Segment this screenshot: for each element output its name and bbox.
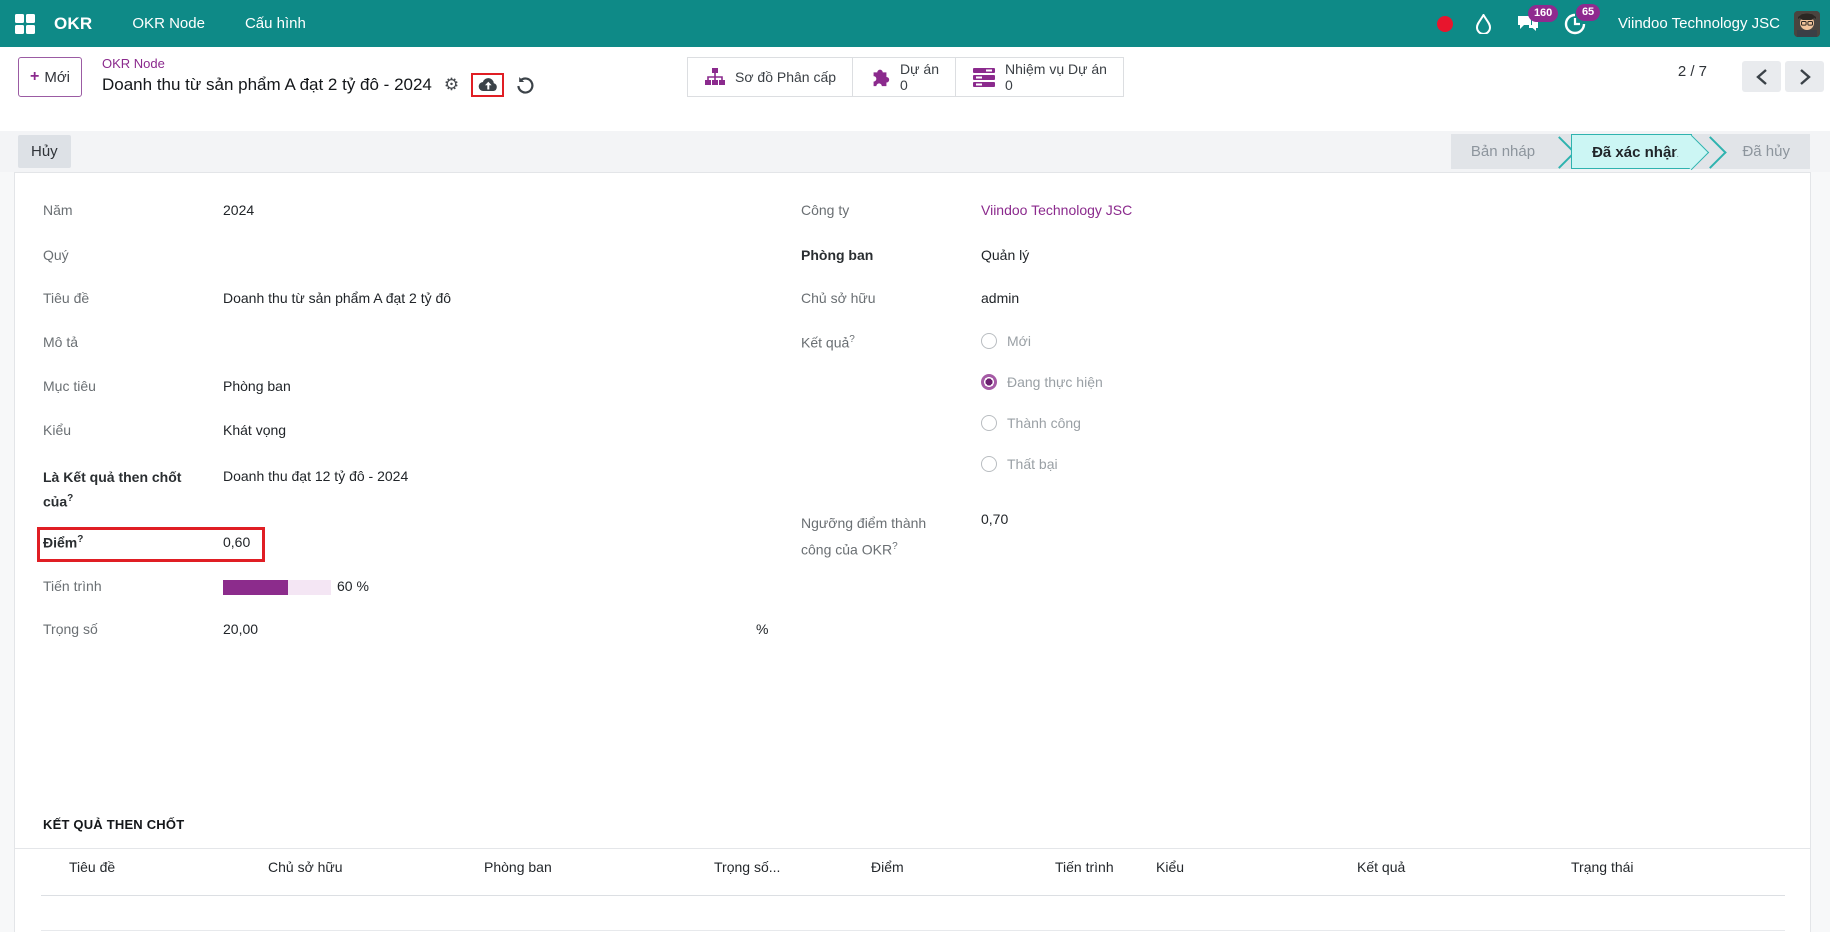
gear-icon[interactable]: ⚙ [443, 75, 460, 94]
projects-button[interactable]: Dự án 0 [853, 58, 956, 96]
stat-button-group: Sơ đồ Phân cấp Dự án 0 Nhiệm vụ Dự án 0 [687, 57, 1124, 97]
col-header-kind[interactable]: Kiểu [1156, 859, 1185, 875]
droplet-icon[interactable] [1475, 13, 1492, 34]
activities-clock-icon[interactable]: 65 [1564, 3, 1601, 35]
label-weight: Trọng số [43, 621, 98, 637]
stage-draft[interactable]: Bản nháp [1470, 143, 1536, 160]
discard-undo-icon[interactable] [516, 76, 534, 94]
pager-previous-button[interactable] [1742, 61, 1781, 92]
annotation-red-box-cloud [471, 73, 505, 97]
radio-icon[interactable] [981, 333, 997, 349]
cloud-upload-icon[interactable] [477, 77, 498, 93]
field-target[interactable]: Phòng ban [223, 378, 291, 394]
app-name[interactable]: OKR [54, 13, 93, 33]
table-row-divider [41, 930, 1785, 931]
tasks-icon [972, 68, 995, 87]
field-title[interactable]: Doanh thu từ sản phẩm A đạt 2 tỷ đô [223, 290, 452, 306]
col-header-weight[interactable]: Trọng số... [714, 859, 781, 875]
label-progress: Tiến trình [43, 578, 102, 594]
hierarchy-chart-button[interactable]: Sơ đồ Phân cấp [688, 58, 854, 96]
radio-option-success[interactable]: Thành công [981, 415, 1081, 431]
label-quarter: Quý [43, 247, 69, 263]
col-header-title[interactable]: Tiêu đề [69, 859, 116, 875]
pager-counter: 2 / 7 [1677, 63, 1707, 80]
tab-underline [15, 848, 1810, 849]
field-department[interactable]: Quản lý [981, 247, 1030, 263]
radio-icon[interactable] [981, 415, 997, 431]
radio-icon[interactable] [981, 456, 997, 472]
recording-indicator-icon[interactable] [1436, 15, 1453, 32]
help-icon[interactable]: ? [77, 534, 84, 545]
new-record-button[interactable]: + Mới [18, 57, 82, 97]
puzzle-icon [873, 69, 890, 87]
progress-text: 60 % [337, 578, 369, 594]
help-icon[interactable]: ? [849, 334, 855, 345]
field-threshold[interactable]: 0,70 [981, 511, 1009, 527]
label-score: Điểm? [43, 534, 84, 551]
label-threshold: Ngưỡng điểm thành công của OKR? [801, 515, 927, 558]
company-menu[interactable]: Viindoo Technology JSC [1617, 15, 1780, 32]
table-header-divider [41, 895, 1785, 896]
help-icon[interactable]: ? [892, 541, 898, 552]
progress-bar [223, 580, 331, 595]
progress-bar-fill [223, 580, 288, 595]
chevron-left-icon [1755, 68, 1767, 85]
field-weight[interactable]: 20,00 [223, 621, 259, 637]
section-title-key-results[interactable]: KẾT QUẢ THEN CHỐT [43, 817, 185, 832]
col-header-progress[interactable]: Tiến trình [1055, 859, 1114, 875]
field-score[interactable]: 0,60 [223, 534, 251, 550]
weight-unit: % [756, 621, 769, 637]
col-header-owner[interactable]: Chủ sở hữu [268, 859, 343, 875]
stage-widget: Bản nháp Đã xác nhận Đã hủy [1450, 134, 1810, 169]
pager-next-button[interactable] [1785, 61, 1824, 92]
chevron-right-icon [1799, 68, 1811, 85]
radio-option-in-progress[interactable]: Đang thực hiện [981, 374, 1103, 390]
label-target: Mục tiêu [43, 378, 96, 394]
form-sheet: Năm 2024 Quý Tiêu đề Doanh thu từ sản ph… [14, 172, 1811, 932]
stage-arrow-icon [1555, 134, 1571, 169]
label-department: Phòng ban [801, 247, 874, 263]
radio-selected-icon[interactable] [981, 374, 997, 390]
stage-arrow-icon [1706, 134, 1722, 169]
label-description: Mô tả [43, 334, 79, 350]
page-title: Doanh thu từ sản phẩm A đạt 2 tỷ đô - 20… [102, 75, 432, 94]
stage-cancelled[interactable]: Đã hủy [1742, 143, 1790, 160]
control-panel: + Mới OKR Node Doanh thu từ sản phẩm A đ… [0, 47, 1830, 131]
user-avatar[interactable] [1794, 10, 1820, 37]
label-key-result-of: Là Kết quả then chốt của? [43, 469, 182, 510]
activities-badge: 65 [1575, 3, 1601, 21]
messages-badge: 160 [1527, 4, 1559, 22]
col-header-score[interactable]: Điểm [871, 859, 904, 875]
stage-confirmed[interactable]: Đã xác nhận [1571, 134, 1693, 169]
form-statusbar: Hủy Bản nháp Đã xác nhận Đã hủy [0, 131, 1830, 172]
field-key-result-of[interactable]: Doanh thu đạt 12 tỷ đô - 2024 [223, 468, 409, 484]
field-company-link[interactable]: Viindoo Technology JSC [981, 202, 1133, 218]
breadcrumb-okr-node[interactable]: OKR Node [102, 56, 165, 71]
label-result: Kết quả? [801, 334, 855, 351]
radio-option-new[interactable]: Mới [981, 333, 1031, 349]
label-company: Công ty [801, 202, 850, 218]
label-owner: Chủ sở hữu [801, 290, 876, 306]
label-title: Tiêu đề [43, 290, 90, 306]
help-icon[interactable]: ? [67, 493, 74, 504]
top-navbar: OKR OKR Node Cấu hình 160 65 Viindoo Tec… [0, 0, 1830, 47]
col-header-department[interactable]: Phòng ban [484, 859, 552, 875]
messages-icon[interactable]: 160 [1516, 4, 1559, 34]
field-kind[interactable]: Khát vọng [223, 422, 287, 438]
radio-option-failed[interactable]: Thất bại [981, 456, 1058, 472]
menu-okr-node[interactable]: OKR Node [132, 15, 205, 32]
col-header-status[interactable]: Trạng thái [1571, 859, 1634, 875]
apps-menu-icon[interactable] [15, 13, 35, 34]
label-year: Năm [43, 202, 73, 218]
breadcrumb: OKR Node Doanh thu từ sản phẩm A đạt 2 t… [102, 56, 534, 97]
menu-config[interactable]: Cấu hình [244, 15, 306, 32]
plus-icon: + [29, 68, 40, 85]
field-year[interactable]: 2024 [223, 202, 255, 218]
cancel-button[interactable]: Hủy [18, 135, 71, 168]
label-kind: Kiểu [43, 422, 72, 438]
col-header-result[interactable]: Kết quả [1357, 859, 1406, 875]
field-owner[interactable]: admin [981, 290, 1020, 306]
project-tasks-button[interactable]: Nhiệm vụ Dự án 0 [956, 58, 1123, 96]
sitemap-icon [705, 68, 725, 85]
